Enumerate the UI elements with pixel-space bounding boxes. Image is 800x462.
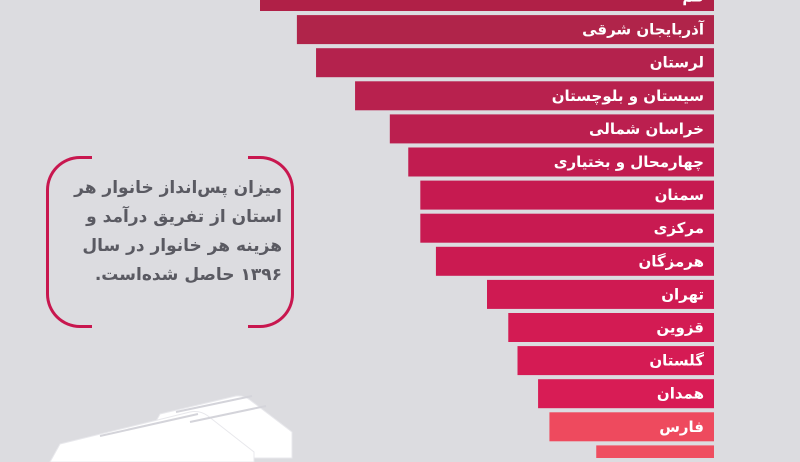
bar-label: هرمزگان [638, 252, 704, 270]
bar [296, 15, 714, 45]
info-note: میزان پس‌انداز خانوار هر استان از تفریق … [46, 156, 294, 328]
bar [355, 81, 714, 111]
bar-label: قزوین [656, 319, 704, 337]
bar [596, 445, 714, 458]
bar-label: سمنان [655, 186, 704, 204]
bar-label: لرستان [650, 54, 704, 72]
bar [487, 279, 714, 309]
note-text: میزان پس‌انداز خانوار هر استان از تفریق … [74, 178, 282, 285]
bar [435, 246, 714, 276]
bar [508, 313, 714, 342]
bar [517, 346, 714, 376]
bar-label: همدان [657, 385, 704, 403]
bar-label: فارس [659, 418, 704, 436]
bar-label: چهارمحال و بختیاری [554, 153, 704, 172]
bar [316, 48, 714, 78]
bar-label: آذربایجان شرقی [582, 21, 705, 39]
bar [260, 0, 714, 11]
bar [549, 412, 714, 442]
bar [420, 213, 714, 243]
bar-label: قم [682, 0, 704, 6]
bar [389, 114, 714, 144]
bar-label: سیستان و بلوچستان [552, 87, 704, 106]
stacked-cards-icon [49, 395, 293, 462]
bar-label: تهران [661, 285, 704, 303]
bar [420, 180, 714, 210]
bar [408, 147, 714, 177]
bar [538, 379, 714, 409]
bar-label: خراسان شمالی [589, 120, 704, 138]
bar-label: مرکزی [654, 219, 704, 237]
bar-label: گلستان [649, 352, 704, 370]
